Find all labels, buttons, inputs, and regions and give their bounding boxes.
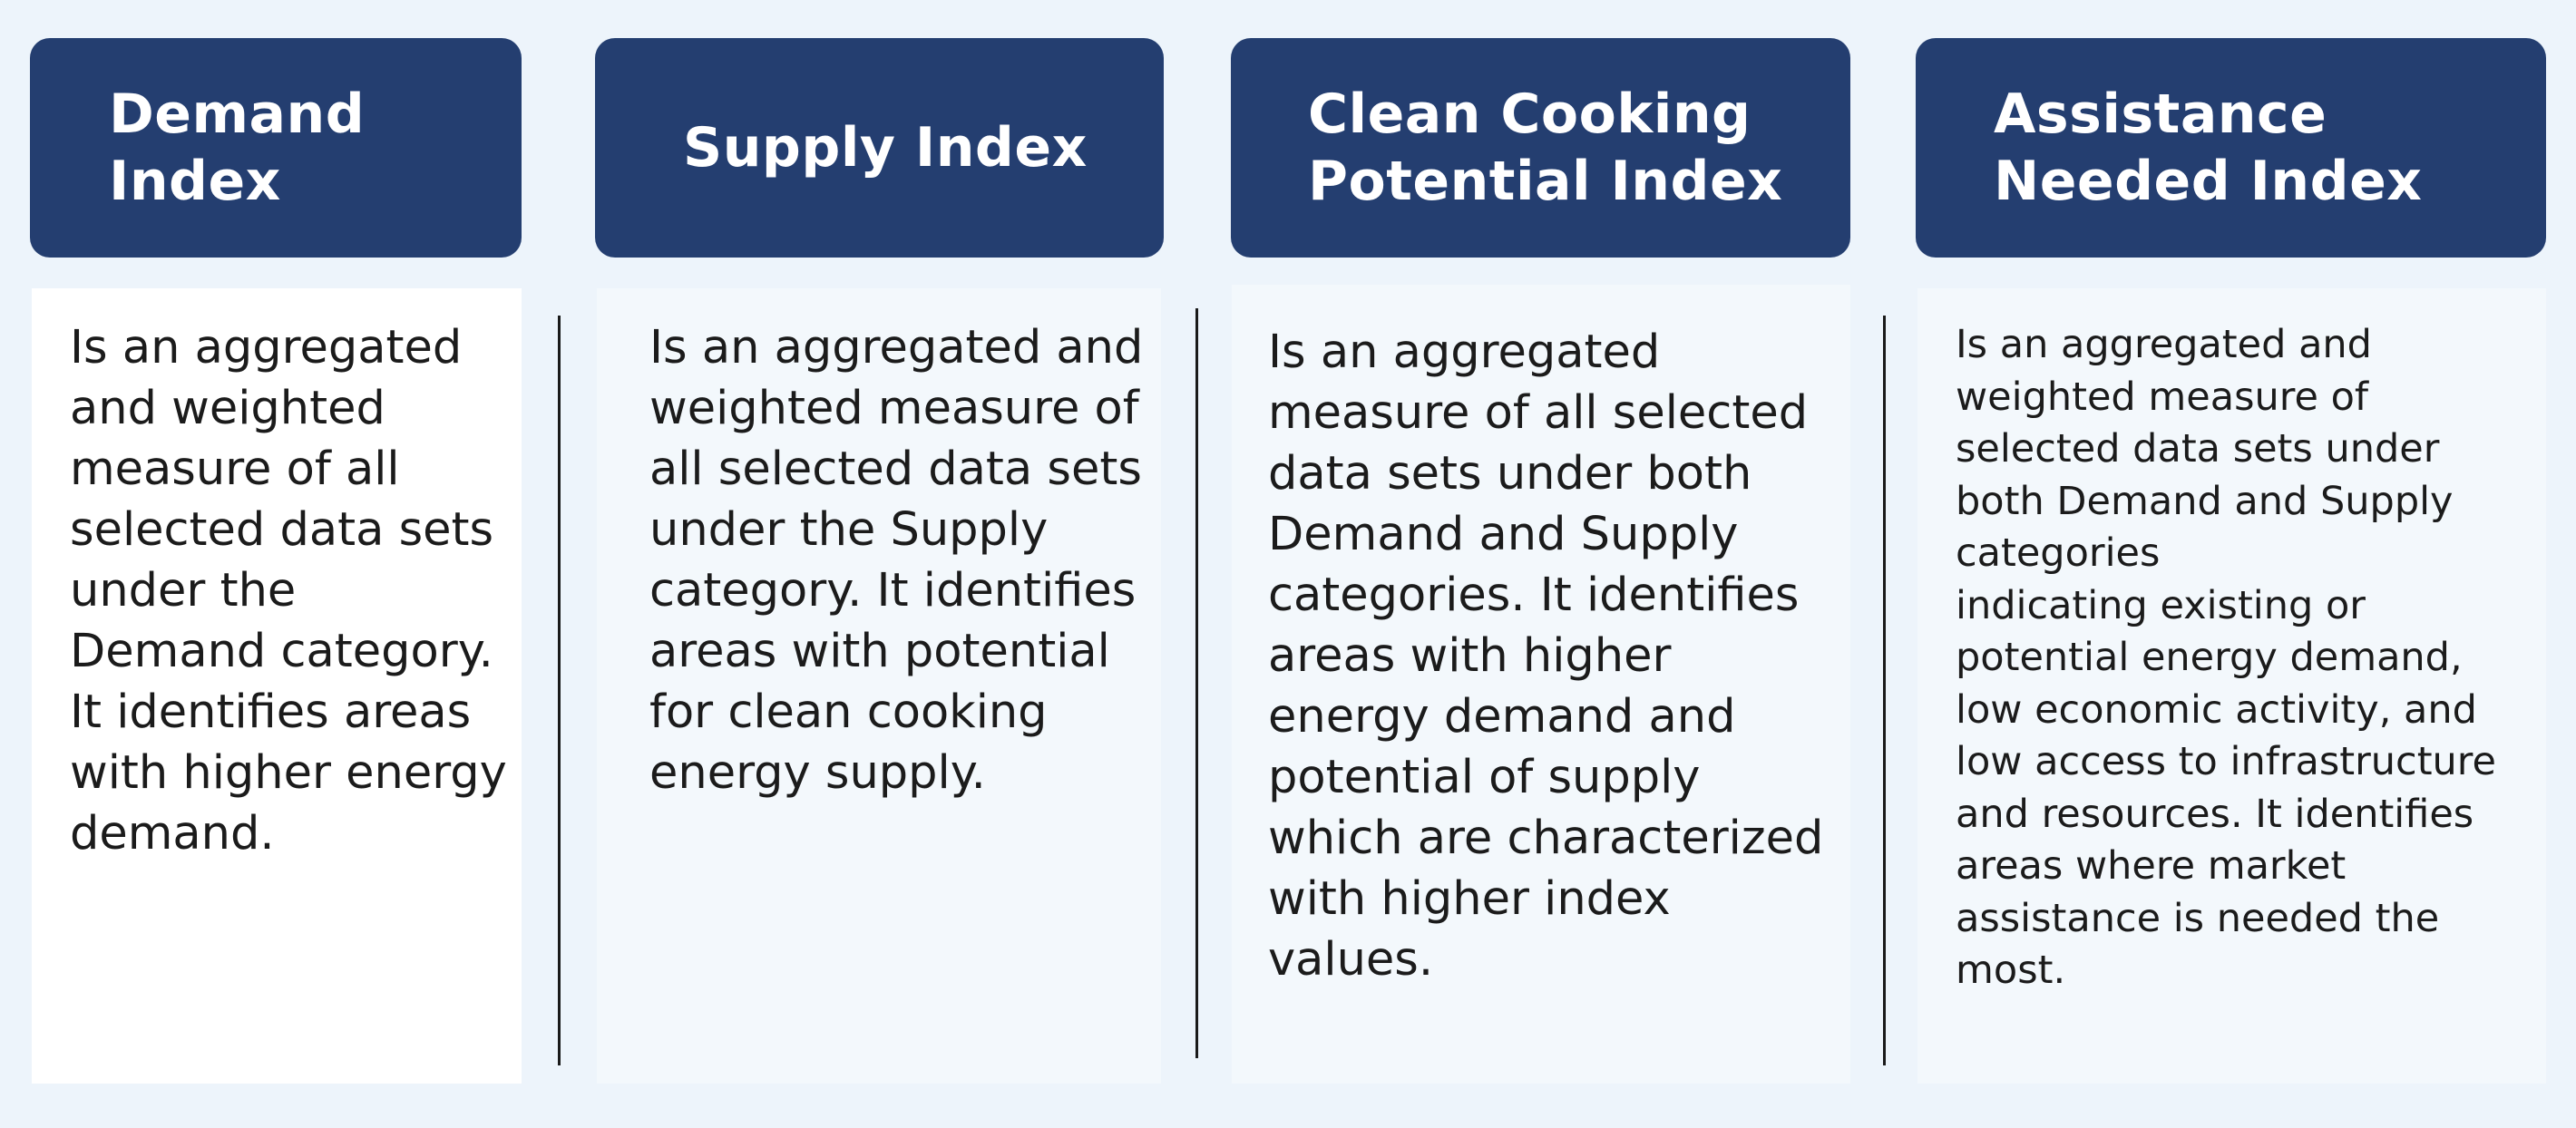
demand-index-body: Is an aggregated and weighted measure of… [32,288,522,1084]
assistance-needed-index-header: Assistance Needed Index [1916,38,2546,258]
supply-index-description: Is an aggregated and weighted measure of… [649,321,1144,800]
column-divider [1195,308,1198,1058]
demand-index-description: Is an aggregated and weighted measure of… [70,321,507,861]
clean-cooking-potential-index-body: Is an aggregated measure of all selected… [1232,285,1850,1084]
demand-index-title: Demand Index [109,83,366,213]
column-divider [558,316,561,1065]
supply-index-header: Supply Index [595,38,1164,258]
clean-cooking-potential-index-description: Is an aggregated measure of all selected… [1268,326,1824,987]
supply-index-body: Is an aggregated and weighted measure of… [597,288,1161,1084]
supply-index-title: Supply Index [683,116,1088,180]
column-divider [1883,316,1886,1065]
assistance-needed-index-title: Assistance Needed Index [1994,83,2423,213]
clean-cooking-potential-index-title: Clean Cooking Potential Index [1308,83,1783,213]
demand-index-header: Demand Index [30,38,522,258]
assistance-needed-index-body: Is an aggregated and weighted measure of… [1917,288,2546,1084]
assistance-needed-index-description: Is an aggregated and weighted measure of… [1956,322,2496,993]
clean-cooking-potential-index-header: Clean Cooking Potential Index [1231,38,1850,258]
